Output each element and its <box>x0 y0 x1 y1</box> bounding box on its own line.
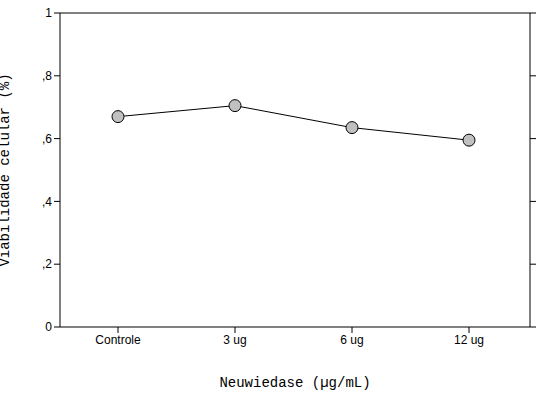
svg-text:,4: ,4 <box>42 195 52 209</box>
svg-text:Controle: Controle <box>95 333 141 347</box>
svg-text:1: 1 <box>45 6 52 20</box>
svg-text:Neuwiedase (µg/mL): Neuwiedase (µg/mL) <box>219 375 370 391</box>
svg-text:Viabilidade celular (%): Viabilidade celular (%) <box>8 73 13 266</box>
svg-text:0: 0 <box>45 320 52 334</box>
svg-text:12 ug: 12 ug <box>454 333 484 347</box>
svg-text:3 ug: 3 ug <box>223 333 246 347</box>
svg-text:,8: ,8 <box>42 69 52 83</box>
svg-text:6 ug: 6 ug <box>340 333 363 347</box>
svg-text:,6: ,6 <box>42 132 52 146</box>
svg-text:,2: ,2 <box>42 257 52 271</box>
